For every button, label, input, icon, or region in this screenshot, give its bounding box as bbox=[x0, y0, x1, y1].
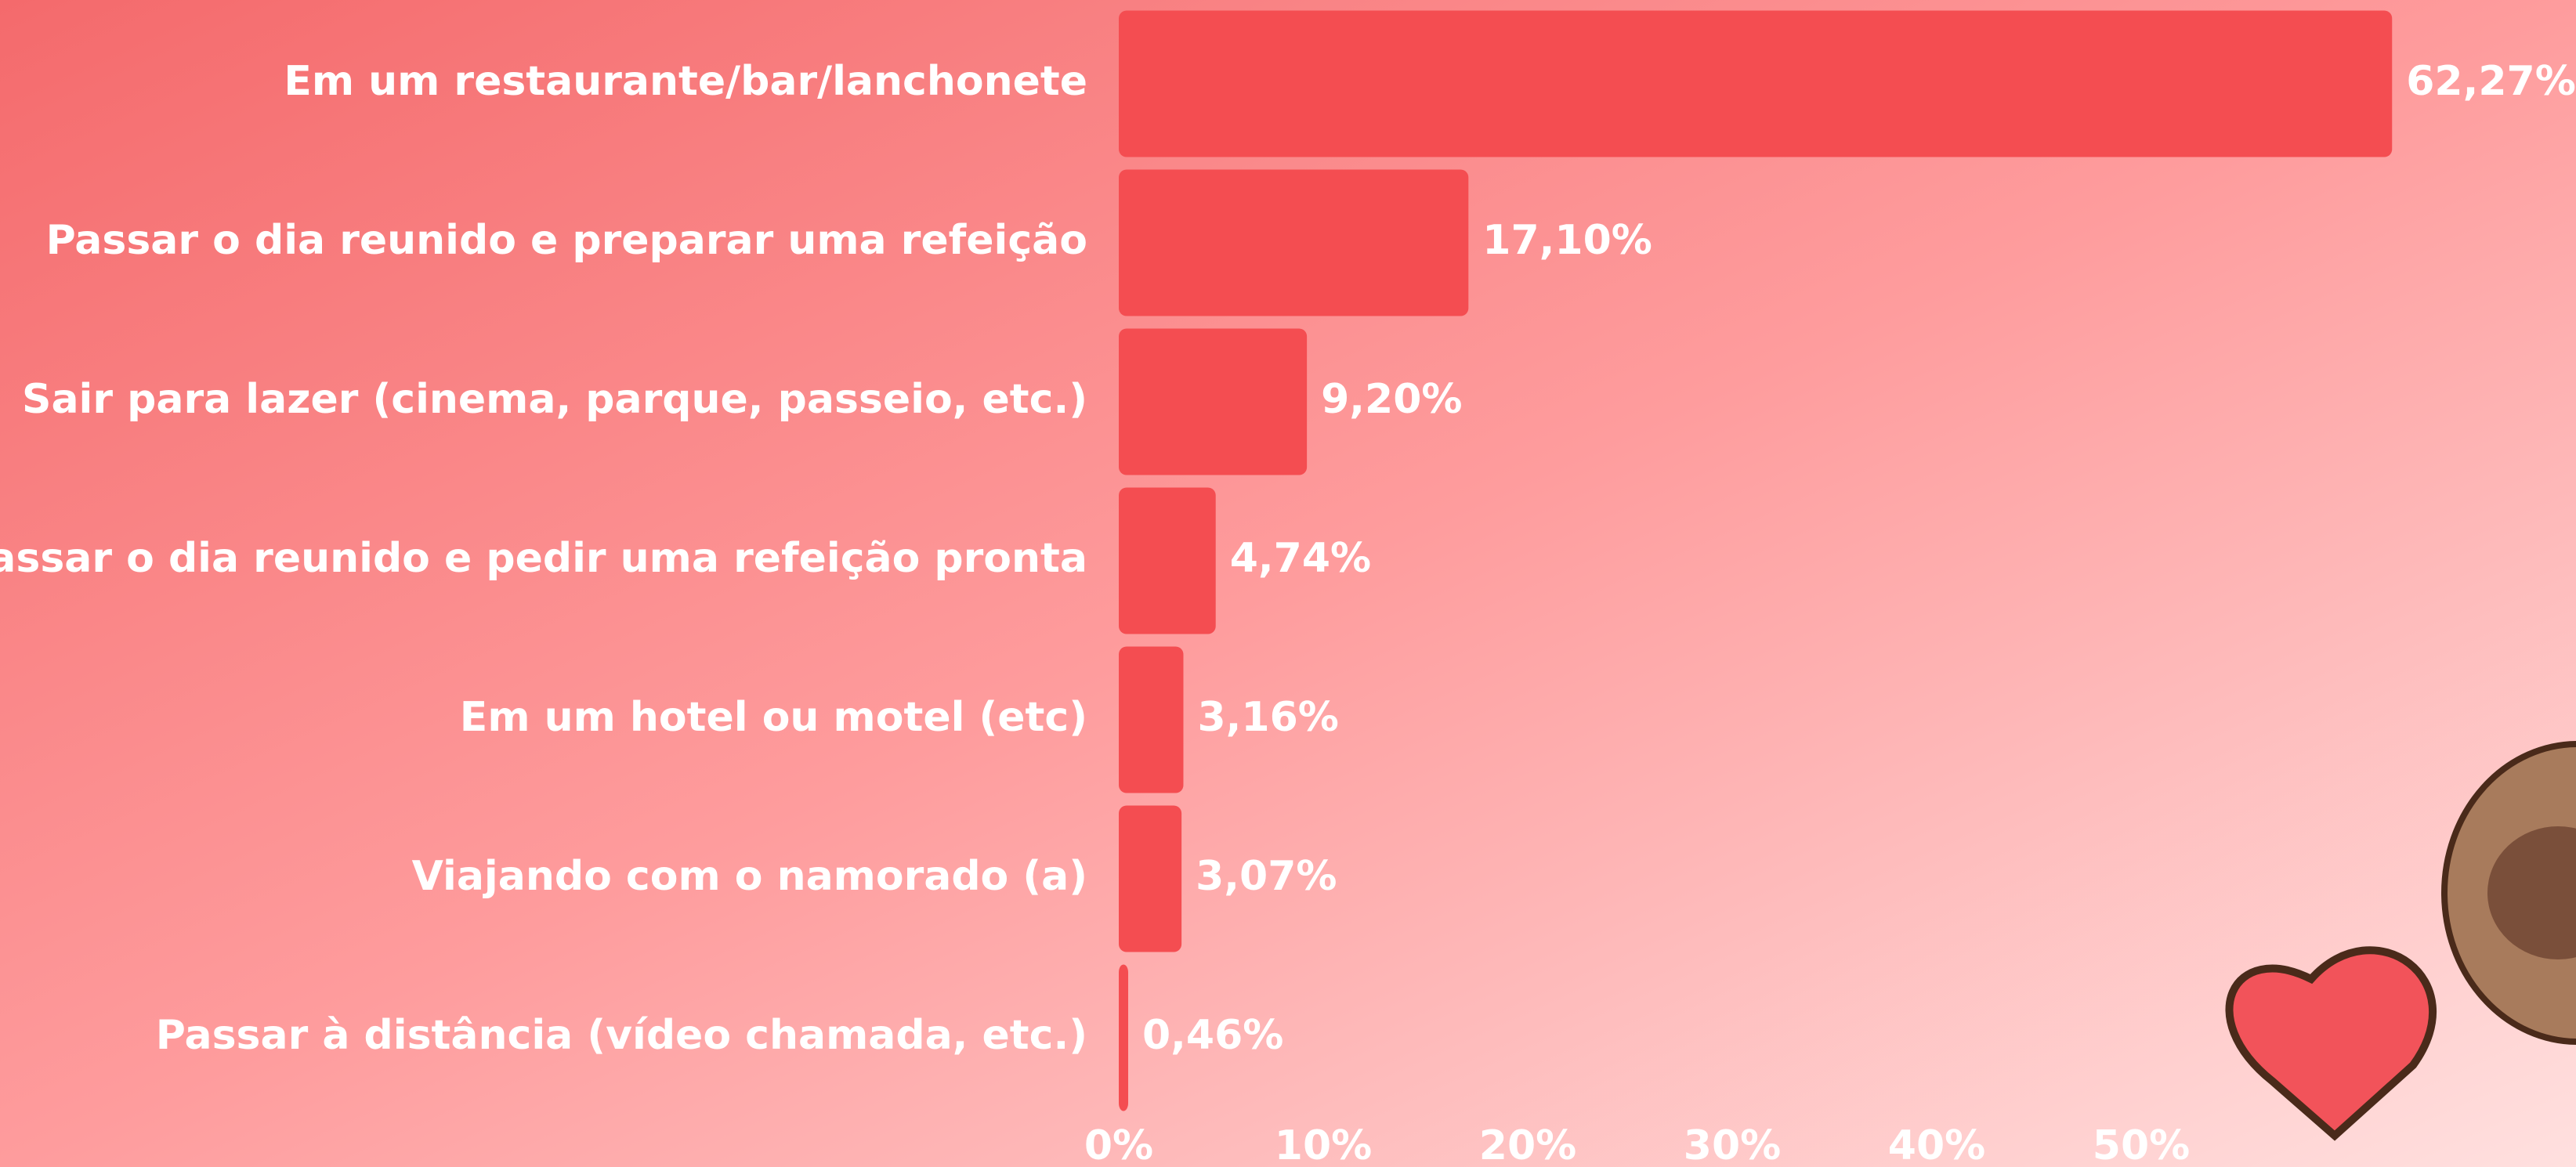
y-tick-label: Passar à distância (vídeo chamada, etc.) bbox=[156, 1012, 1087, 1059]
value-label: 62,27% bbox=[2406, 58, 2576, 105]
x-tick-label: 30% bbox=[1684, 1122, 1781, 1167]
y-tick-label: passar o dia reunido e pedir uma refeiçã… bbox=[0, 535, 1087, 582]
y-tick-label: Em um restaurante/bar/lanchonete bbox=[284, 58, 1087, 105]
value-label: 3,07% bbox=[1196, 853, 1337, 900]
bar bbox=[1119, 11, 2392, 157]
value-label: 17,10% bbox=[1482, 217, 1652, 264]
y-tick-label: Sair para lazer (cinema, parque, passeio… bbox=[22, 376, 1087, 423]
x-tick-label: 0% bbox=[1084, 1122, 1153, 1167]
bar bbox=[1119, 488, 1216, 634]
y-tick-label: Em um hotel ou motel (etc) bbox=[460, 694, 1087, 741]
value-label: 0,46% bbox=[1142, 1012, 1283, 1059]
chart: 0% 10% 20% 30% 40% 50% Em um restaurante/bar/l… bbox=[0, 0, 2576, 1167]
bar bbox=[1119, 965, 1128, 1111]
bar bbox=[1119, 647, 1183, 793]
x-tick-label: 50% bbox=[2093, 1122, 2190, 1167]
bar bbox=[1119, 329, 1307, 475]
bar bbox=[1119, 806, 1181, 952]
x-tick-label: 20% bbox=[1479, 1122, 1576, 1167]
bar bbox=[1119, 170, 1468, 316]
y-tick-label: Viajando com o namorado (a) bbox=[412, 853, 1087, 900]
value-label: 4,74% bbox=[1230, 535, 1371, 582]
y-tick-label: Passar o dia reunido e preparar uma refe… bbox=[46, 217, 1087, 264]
page: 0% 10% 20% 30% 40% 50% Em um restaurante/bar/l… bbox=[0, 0, 2576, 1167]
value-label: 3,16% bbox=[1197, 694, 1338, 741]
x-tick-label: 10% bbox=[1275, 1122, 1372, 1167]
x-tick-label: 40% bbox=[1888, 1122, 1985, 1167]
value-label: 9,20% bbox=[1321, 376, 1462, 423]
